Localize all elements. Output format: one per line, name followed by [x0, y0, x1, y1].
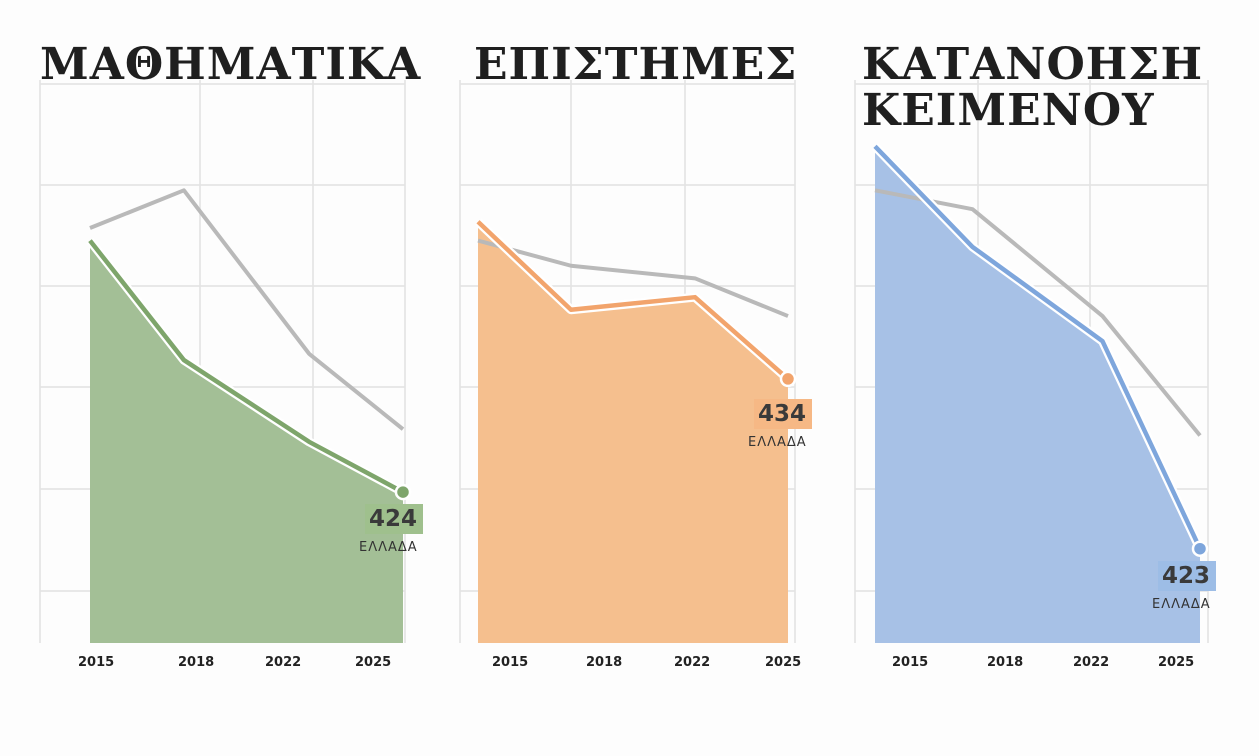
science-comparison-line [477, 238, 789, 318]
science-end-marker [779, 370, 797, 388]
science-x-tick-2022: 2022 [674, 655, 710, 670]
math-chart-svg: 2015 2018 2022 2025 [39, 80, 412, 670]
math-x-tick-2025: 2025 [355, 655, 391, 670]
reading-panel: 2015 2018 2022 2025 ΚΑΤΑΝΟΗΣΗ ΚΕΙΜΕΝΟΥ 423 … [850, 0, 1250, 756]
reading-chart-svg: 2015 2018 2022 2025 [854, 80, 1209, 670]
math-end-marker [394, 483, 412, 501]
science-x-tick-2015: 2015 [492, 655, 528, 670]
reading-x-tick-2022: 2022 [1073, 655, 1109, 670]
reading-x-tick-2018: 2018 [987, 655, 1023, 670]
math-x-tick-2018: 2018 [178, 655, 214, 670]
reading-greece-line [873, 144, 1203, 550]
math-value-box: 424 [365, 504, 424, 535]
math-comparison-line [89, 188, 405, 431]
science-chart-svg: 2015 2018 2022 2025 [459, 80, 801, 670]
reading-value-box: 423 [1158, 560, 1217, 591]
science-x-tick-2018: 2018 [586, 655, 622, 670]
math-panel: 2015 2018 2022 2025 ΜΑΘΗΜΑΤΙΚΑ 424 ΕΛΛΑΔΑ [30, 0, 430, 756]
reading-x-tick-2015: 2015 [892, 655, 928, 670]
science-area [478, 221, 788, 644]
math-x-tick-2022: 2022 [265, 655, 301, 670]
math-greece-line [88, 239, 405, 495]
science-value-box: 434 [754, 398, 813, 429]
reading-end-marker [1191, 540, 1209, 557]
math-title: ΜΑΘΗΜΑΤΙΚΑ [40, 39, 422, 90]
math-x-tick-2015: 2015 [78, 655, 114, 670]
math-value-label: ΕΛΛΑΔΑ [359, 540, 418, 556]
science-greece-line [476, 220, 790, 381]
reading-area [875, 146, 1200, 643]
science-value-label: ΕΛΛΑΔΑ [748, 434, 807, 450]
reading-value-label: ΕΛΛΑΔΑ [1152, 596, 1211, 612]
science-x-tick-2025: 2025 [765, 655, 801, 670]
reading-title: ΚΑΤΑΝΟΗΣΗ ΚΕΙΜΕΝΟΥ [862, 39, 1204, 136]
science-title: ΕΠΙΣΤΗΜΕΣ [474, 39, 798, 90]
science-panel: 2015 2018 2022 2025 ΕΠΙΣΤΗΜΕΣ 434 ΕΛΛΑΔΑ [450, 0, 850, 756]
reading-x-tick-2025: 2025 [1158, 655, 1194, 670]
